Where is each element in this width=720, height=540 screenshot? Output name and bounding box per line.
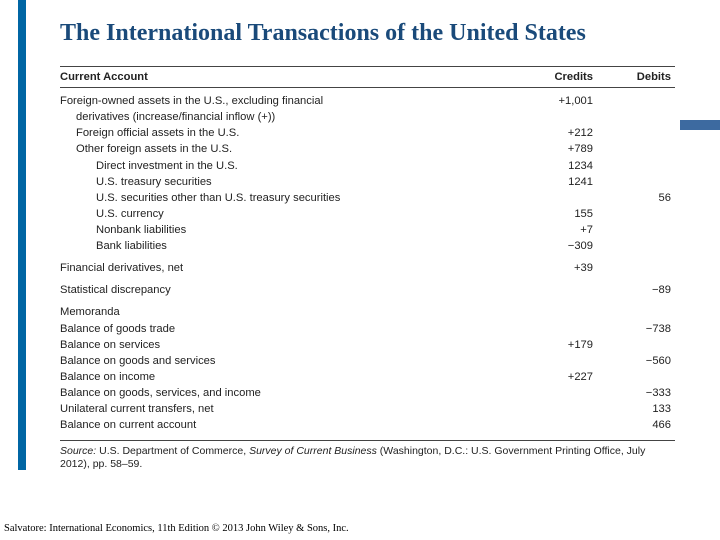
row-credit: +789 [515, 142, 605, 157]
row-debit [605, 239, 675, 254]
table-row: Bank liabilities−309 [60, 239, 675, 255]
col-header-account: Current Account [60, 71, 515, 83]
row-debit: 466 [605, 418, 675, 433]
row-credit [515, 110, 605, 125]
row-credit [515, 402, 605, 417]
row-debit [605, 338, 675, 353]
row-debit [605, 305, 675, 320]
row-label: U.S. securities other than U.S. treasury… [60, 191, 515, 206]
table-row: Statistical discrepancy −89 [60, 283, 675, 299]
table-row: Balance on goods, services, and income −3… [60, 385, 675, 401]
row-credit: −309 [515, 239, 605, 254]
row-debit [605, 126, 675, 141]
row-credit: +39 [515, 261, 605, 276]
table-row: derivatives (increase/financial inflow (… [60, 110, 675, 126]
row-credit [515, 322, 605, 337]
row-credit: 1241 [515, 175, 605, 190]
row-debit [605, 223, 675, 238]
table-row: Balance on goods and services −560 [60, 353, 675, 369]
row-credit [515, 305, 605, 320]
row-debit [605, 159, 675, 174]
row-debit [605, 110, 675, 125]
row-credit: +227 [515, 370, 605, 385]
table-row: Balance on services+179 [60, 337, 675, 353]
row-debit [605, 370, 675, 385]
row-label: Balance on goods, services, and income [60, 386, 515, 401]
row-label: Memoranda [60, 305, 515, 320]
row-debit: 133 [605, 402, 675, 417]
row-credit [515, 354, 605, 369]
row-debit: −560 [605, 354, 675, 369]
row-label: Foreign official assets in the U.S. [60, 126, 515, 141]
row-label: Other foreign assets in the U.S. [60, 142, 515, 157]
transactions-table: Current Account Credits Debits Foreign-o… [60, 66, 675, 471]
row-label: Balance on current account [60, 418, 515, 433]
source-note: Source: U.S. Department of Commerce, Sur… [60, 440, 675, 471]
table-row: Balance of goods trade −738 [60, 321, 675, 337]
table-row: Balance on income+227 [60, 369, 675, 385]
row-debit [605, 94, 675, 109]
table-header-row: Current Account Credits Debits [60, 66, 675, 87]
row-label: Foreign-owned assets in the U.S., exclud… [60, 94, 515, 109]
row-credit [515, 418, 605, 433]
content-area: The International Transactions of the Un… [60, 20, 700, 471]
row-debit [605, 175, 675, 190]
row-label: Balance on goods and services [60, 354, 515, 369]
table-row: U.S. currency155 [60, 206, 675, 222]
row-debit [605, 207, 675, 222]
row-label: U.S. currency [60, 207, 515, 222]
row-label: Balance of goods trade [60, 322, 515, 337]
table-row: Financial derivatives, net+39 [60, 261, 675, 277]
row-label: Balance on services [60, 338, 515, 353]
row-debit [605, 142, 675, 157]
row-debit: −738 [605, 322, 675, 337]
row-credit: 155 [515, 207, 605, 222]
row-label: U.S. treasury securities [60, 175, 515, 190]
row-credit: 1234 [515, 159, 605, 174]
left-accent-bar [18, 0, 26, 470]
table-row: Memoranda [60, 305, 675, 321]
slide-footer: Salvatore: International Economics, 11th… [4, 523, 349, 534]
row-credit: +1,001 [515, 94, 605, 109]
row-debit: −333 [605, 386, 675, 401]
table-row: Balance on current account 466 [60, 418, 675, 434]
row-debit [605, 261, 675, 276]
row-credit [515, 386, 605, 401]
table-row: U.S. treasury securities1241 [60, 174, 675, 190]
table-row: Foreign official assets in the U.S.+212 [60, 126, 675, 142]
col-header-credits: Credits [515, 71, 605, 83]
row-label: Nonbank liabilities [60, 223, 515, 238]
row-credit: +179 [515, 338, 605, 353]
row-debit: 56 [605, 191, 675, 206]
page-title: The International Transactions of the Un… [60, 20, 700, 48]
source-italic: Survey of Current Business [249, 445, 377, 457]
table-body: Foreign-owned assets in the U.S., exclud… [60, 87, 675, 434]
row-credit [515, 283, 605, 298]
row-label: derivatives (increase/financial inflow (… [60, 110, 515, 125]
col-header-debits: Debits [605, 71, 675, 83]
source-text1: U.S. Department of Commerce, [96, 445, 249, 457]
row-label: Direct investment in the U.S. [60, 159, 515, 174]
table-row: Nonbank liabilities+7 [60, 222, 675, 238]
table-row: Foreign-owned assets in the U.S., exclud… [60, 94, 675, 110]
row-credit: +212 [515, 126, 605, 141]
table-row: Unilateral current transfers, net 133 [60, 402, 675, 418]
row-label: Financial derivatives, net [60, 261, 515, 276]
row-label: Bank liabilities [60, 239, 515, 254]
table-row: Other foreign assets in the U.S.+789 [60, 142, 675, 158]
row-debit: −89 [605, 283, 675, 298]
row-credit: +7 [515, 223, 605, 238]
source-prefix: Source: [60, 445, 96, 457]
row-label: Balance on income [60, 370, 515, 385]
row-label: Statistical discrepancy [60, 283, 515, 298]
table-row: Direct investment in the U.S.1234 [60, 158, 675, 174]
row-credit [515, 191, 605, 206]
table-row: U.S. securities other than U.S. treasury… [60, 190, 675, 206]
row-label: Unilateral current transfers, net [60, 402, 515, 417]
